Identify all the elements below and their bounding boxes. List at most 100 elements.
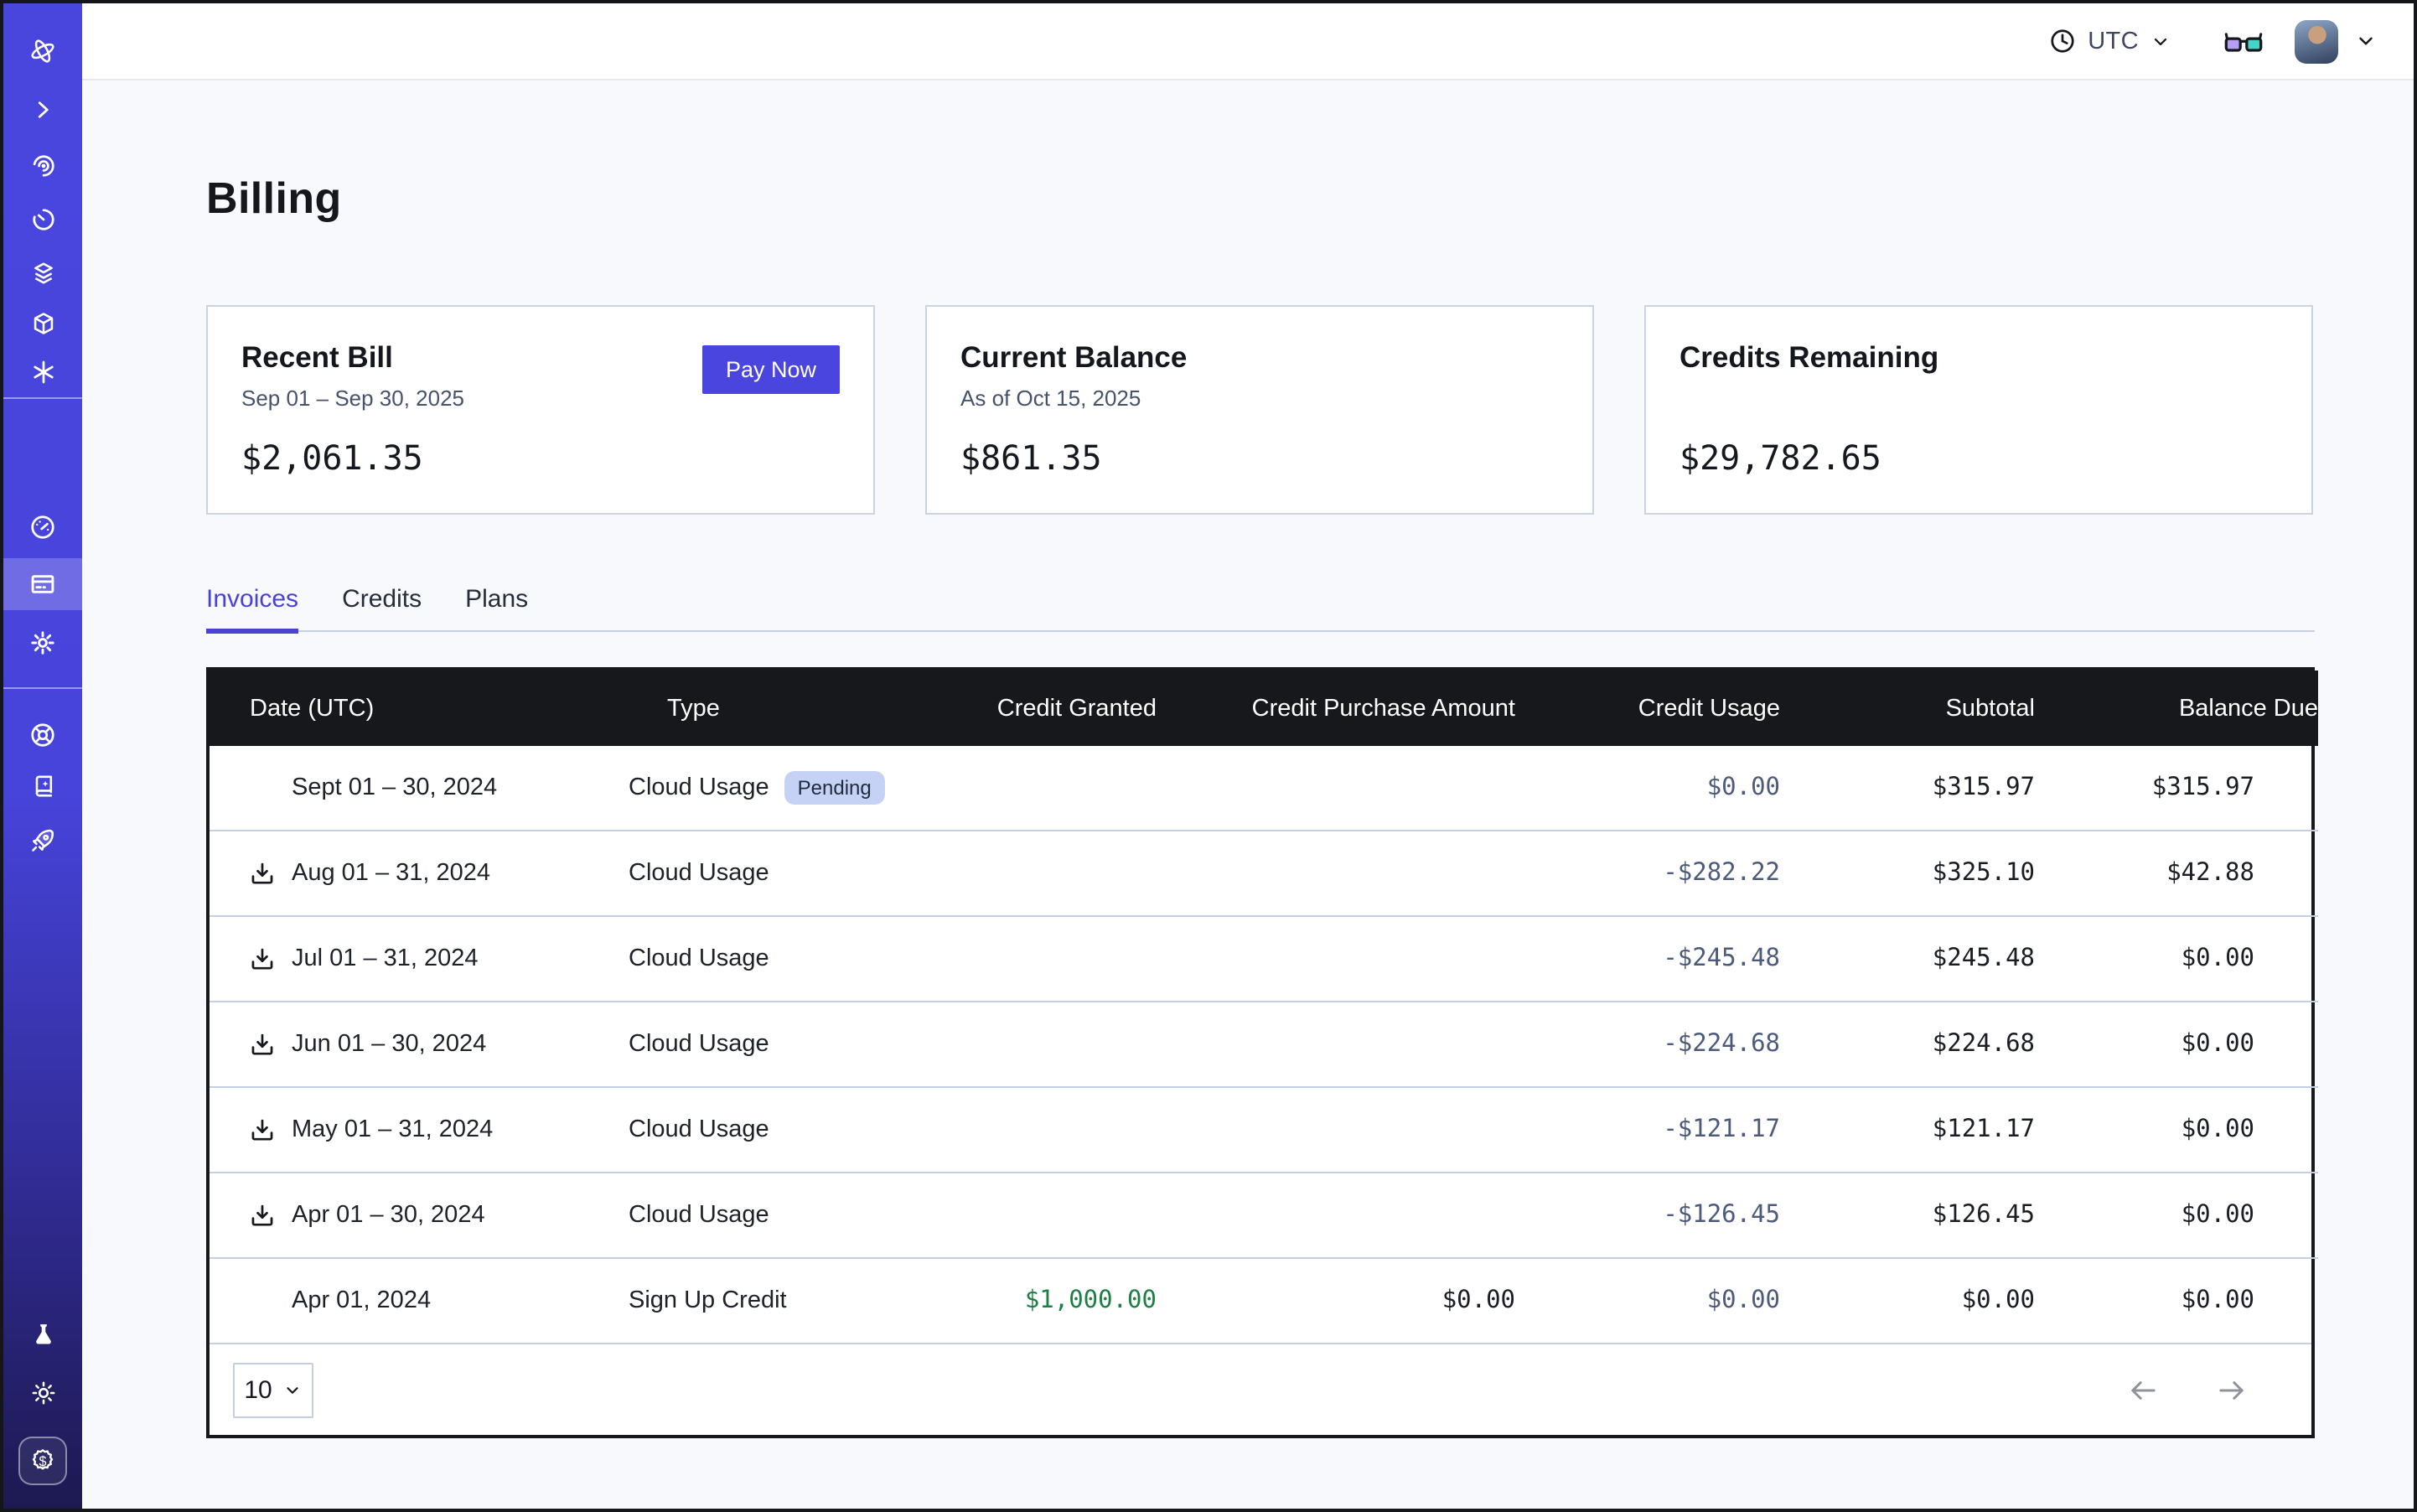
summary-cards: Recent Bill Sep 01 – Sep 30, 2025 $2,061… (206, 305, 2315, 515)
card-title: Current Balance (960, 340, 1188, 374)
sidebar-item-asterisk-icon[interactable] (3, 346, 82, 398)
sidebar-item-flask-icon[interactable] (3, 1307, 82, 1359)
column-header: Balance Due (2035, 671, 2318, 746)
download-invoice-icon[interactable] (248, 859, 277, 888)
credits-remaining-card: Credits Remaining $29,782.65 (1644, 305, 2313, 515)
table-footer: 10 (210, 1343, 2311, 1435)
avatar[interactable] (2295, 19, 2338, 63)
credit-usage: $0.00 (1515, 1257, 1780, 1343)
column-header: Subtotal (1780, 671, 2035, 746)
sidebar-item-support-helm-icon[interactable] (3, 708, 82, 760)
sidebar-item-theme-sun-icon[interactable] (3, 1367, 82, 1419)
balance-due: $0.00 (2035, 1086, 2318, 1173)
invoice-date: Aug 01 – 31, 2024 (292, 860, 491, 887)
credit-purchase-amount (1157, 830, 1515, 916)
invoice-type: Cloud Usage (629, 1202, 769, 1229)
recent-bill-card: Recent Bill Sep 01 – Sep 30, 2025 $2,061… (206, 305, 875, 515)
credit-granted (962, 915, 1157, 1002)
sidebar-item-credits-dollar-badge[interactable]: $ (3, 1435, 82, 1487)
column-header: Credit Usage (1515, 671, 1780, 746)
credit-usage: -$224.68 (1515, 1001, 1780, 1087)
table-row: Jul 01 – 31, 2024 Cloud Usage -$245.48 $245… (210, 915, 2318, 1002)
sidebar-divider (3, 686, 82, 688)
timezone-selector[interactable]: UTC (2047, 27, 2171, 55)
invoice-type: Cloud Usage (629, 1031, 769, 1058)
pay-now-button[interactable]: Pay Now (701, 345, 840, 394)
subtotal: $245.48 (1780, 915, 2035, 1002)
page-size-select[interactable]: 10 (233, 1362, 313, 1417)
invoices-table: Date (UTC) Type Credit Granted Credit Purch… (206, 667, 2318, 1438)
invoice-date: Sept 01 – 30, 2024 (292, 774, 498, 801)
sidebar-item-rocket-icon[interactable] (3, 814, 82, 866)
timezone-label: UTC (2088, 28, 2139, 54)
billing-tabs: Invoices Credits Plans (206, 585, 2315, 634)
credit-usage: -$121.17 (1515, 1086, 1780, 1173)
chevron-down-icon (287, 1386, 299, 1393)
sidebar-divider (3, 397, 82, 399)
current-balance-card: Current Balance As of Oct 15, 2025 $861.… (925, 305, 1594, 515)
sidebar: $ (3, 3, 82, 1509)
account-menu-chevron-down-icon[interactable] (2355, 30, 2377, 52)
sidebar-item-settings-gear-icon[interactable] (3, 616, 82, 668)
invoice-date: Apr 01, 2024 (292, 1287, 432, 1314)
invoice-date: May 01 – 31, 2024 (292, 1116, 494, 1143)
table-row: May 01 – 31, 2024 Cloud Usage -$121.17 $121… (210, 1086, 2318, 1173)
download-invoice-icon[interactable] (248, 1030, 277, 1059)
column-header: Type (627, 671, 962, 746)
prev-page-arrow-icon[interactable] (2127, 1377, 2159, 1402)
credits-remaining-amount: $29,782.65 (1679, 438, 1881, 478)
download-invoice-icon[interactable] (248, 1201, 277, 1230)
credit-purchase-amount (1157, 1001, 1515, 1087)
card-subtitle: Sep 01 – Sep 30, 2025 (241, 386, 465, 411)
next-page-arrow-icon[interactable] (2216, 1377, 2248, 1402)
sidebar-item-layers-icon[interactable] (3, 246, 82, 298)
card-subtitle (1679, 386, 2278, 411)
table-row: Jun 01 – 30, 2024 Cloud Usage -$224.68 $224… (210, 1001, 2318, 1087)
column-header: Credit Purchase Amount (1157, 671, 1515, 746)
credit-usage: -$245.48 (1515, 915, 1780, 1002)
sidebar-item-docs-book-icon[interactable] (3, 759, 82, 811)
subtotal: $224.68 (1780, 1001, 2035, 1087)
reader-glasses-icon[interactable] (2224, 28, 2263, 54)
balance-due: $0.00 (2035, 1001, 2318, 1087)
sidebar-item-cube-icon[interactable] (3, 298, 82, 350)
tab-credits[interactable]: Credits (342, 585, 422, 614)
table-row: Apr 01 – 30, 2024 Cloud Usage -$126.45 $126… (210, 1172, 2318, 1258)
download-invoice-icon[interactable] (248, 1116, 277, 1144)
subtotal: $315.97 (1932, 774, 2035, 801)
balance-due: $0.00 (2035, 915, 2318, 1002)
current-balance-amount: $861.35 (960, 438, 1102, 478)
dollar-badge-icon: $ (18, 1437, 67, 1485)
subtotal: $325.10 (1780, 830, 2035, 916)
sidebar-item-billing-card-icon[interactable] (3, 558, 82, 610)
sidebar-expand-chevron-right-icon[interactable] (3, 83, 82, 135)
svg-text:$: $ (39, 1454, 47, 1469)
subtotal: $126.45 (1780, 1172, 2035, 1258)
tab-plans[interactable]: Plans (465, 585, 529, 614)
balance-due: $0.00 (2035, 1257, 2318, 1343)
credit-granted (962, 1172, 1157, 1258)
sidebar-item-radar-icon[interactable] (3, 140, 82, 192)
invoice-type: Sign Up Credit (629, 1287, 787, 1314)
main-content: Billing Recent Bill Sep 01 – Sep 30, 202… (82, 80, 2414, 1509)
invoice-date: Jul 01 – 31, 2024 (292, 945, 479, 972)
invoice-type: Cloud Usage (629, 860, 769, 887)
sidebar-item-history-timer-icon[interactable] (3, 194, 82, 246)
balance-due: $0.00 (2035, 1172, 2318, 1258)
invoice-type: Cloud Usage (629, 774, 769, 801)
balance-due: $42.88 (2035, 830, 2318, 916)
tab-invoices[interactable]: Invoices (206, 585, 299, 634)
page-title: Billing (206, 173, 342, 223)
credit-granted (962, 1086, 1157, 1173)
credit-granted (962, 746, 1157, 831)
sidebar-item-usage-gauge-icon[interactable] (3, 500, 82, 552)
balance-due: $315.97 (2151, 774, 2254, 801)
credit-purchase-amount: $0.00 (1157, 1257, 1515, 1343)
card-title: Credits Remaining (1679, 340, 1939, 374)
credit-usage: -$282.22 (1515, 830, 1780, 916)
logo-orbit-icon[interactable] (3, 25, 82, 77)
credit-granted: $1,000.00 (962, 1257, 1157, 1343)
download-invoice-icon[interactable] (248, 945, 277, 973)
subtotal: $121.17 (1780, 1086, 2035, 1173)
invoice-type: Cloud Usage (629, 1116, 769, 1143)
